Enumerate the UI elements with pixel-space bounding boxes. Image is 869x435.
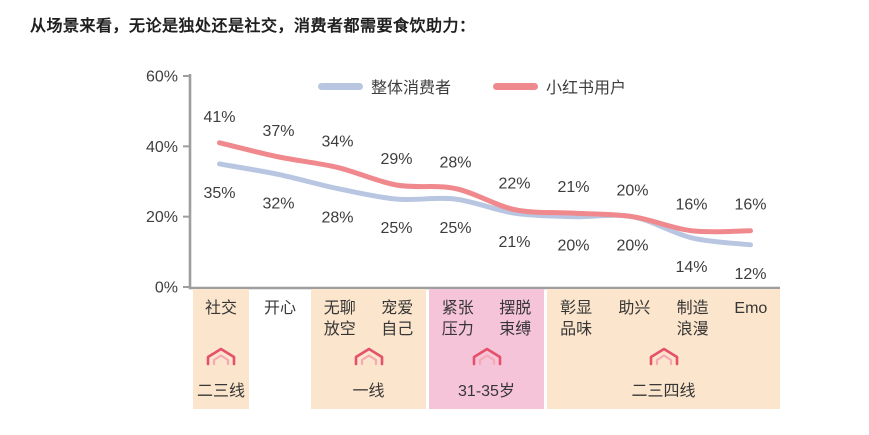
category-cells: 开心 (252, 298, 308, 346)
series-line-1 (217, 140, 753, 235)
data-label-series-0: 35% (203, 185, 235, 202)
data-label-series-0: 25% (380, 220, 412, 237)
data-label-series-0: 14% (675, 259, 707, 276)
group-arrow-icon (352, 346, 386, 366)
group-arrow-icon (647, 346, 681, 366)
category-cells: 无聊 放空 宠爱 自己 (311, 298, 426, 346)
category-label: Emo (734, 300, 768, 317)
category-label: 社交 (204, 300, 237, 317)
category-band: 社交 二三线 开心 无聊 放空 宠爱 自己 (193, 289, 780, 409)
category-group-tier1: 无聊 放空 宠爱 自己 一线 (311, 289, 426, 409)
group-label: 31-35岁 (458, 383, 515, 400)
category-label: 开心 (263, 300, 296, 317)
data-label-series-1: 21% (557, 179, 589, 196)
category-label: 制造 浪漫 (676, 300, 709, 338)
data-label-series-1: 29% (380, 151, 412, 168)
chart-legend: 整体消费者 小红书用户 (318, 74, 626, 98)
data-label-series-1: 22% (498, 176, 530, 193)
data-label-series-0: 25% (439, 220, 471, 237)
category-label: 彰显 品味 (560, 300, 593, 338)
y-tick-label: 20% (146, 209, 178, 226)
data-label-series-1: 16% (734, 197, 766, 214)
group-label: 二三四线 (631, 383, 696, 400)
data-label-series-1: 37% (262, 123, 294, 140)
category-group-tier234: 彰显 品味 助兴 制造 浪漫 Emo 二三四线 (547, 289, 780, 409)
data-label-series-1: 41% (203, 109, 235, 126)
page-title: 从场景来看，无论是独处还是社交，消费者都需要食饮助力： (30, 18, 476, 35)
legend-item-xiaohongshu-users: 小红书用户 (493, 74, 626, 98)
group-label: 一线 (352, 383, 385, 400)
legend-label: 小红书用户 (546, 80, 627, 97)
data-label-series-1: 28% (439, 155, 471, 172)
legend-swatch-red (493, 82, 539, 90)
data-label-series-1: 16% (675, 197, 707, 214)
group-label: 二三线 (196, 383, 245, 400)
legend-item-overall-consumers: 整体消费者 (318, 74, 451, 98)
category-label: 助兴 (618, 300, 651, 317)
category-group-social: 社交 二三线 (193, 289, 249, 409)
data-label-series-0: 20% (616, 238, 648, 255)
legend-swatch-blue (318, 82, 363, 90)
category-label: 无聊 放空 (323, 300, 356, 338)
data-label-series-0: 28% (321, 210, 353, 227)
y-tick-label: 40% (146, 139, 178, 156)
series-line-0 (217, 161, 753, 248)
category-cells: 彰显 品味 助兴 制造 浪漫 Emo (547, 298, 780, 346)
category-group-age-31-35: 紧张 压力 摆脱 束缚 31-35岁 (429, 289, 544, 409)
category-cells: 紧张 压力 摆脱 束缚 (429, 298, 544, 346)
data-label-series-0: 21% (498, 234, 530, 251)
category-label: 宠爱 自己 (381, 300, 414, 338)
category-cells: 社交 (193, 298, 249, 346)
category-label: 摆脱 束缚 (499, 300, 532, 338)
data-label-series-0: 32% (262, 195, 294, 212)
data-label-series-1: 34% (321, 133, 353, 150)
group-arrow-icon (204, 346, 238, 366)
data-label-series-0: 20% (557, 238, 589, 255)
category-group-happy: 开心 (252, 289, 308, 409)
category-label: 紧张 压力 (441, 300, 474, 338)
y-tick-label: 60% (146, 69, 178, 86)
data-label-series-0: 12% (734, 266, 766, 283)
legend-label: 整体消费者 (371, 80, 452, 97)
y-tick-label: 0% (155, 280, 178, 297)
data-label-series-1: 20% (616, 183, 648, 200)
group-arrow-icon (470, 346, 504, 366)
